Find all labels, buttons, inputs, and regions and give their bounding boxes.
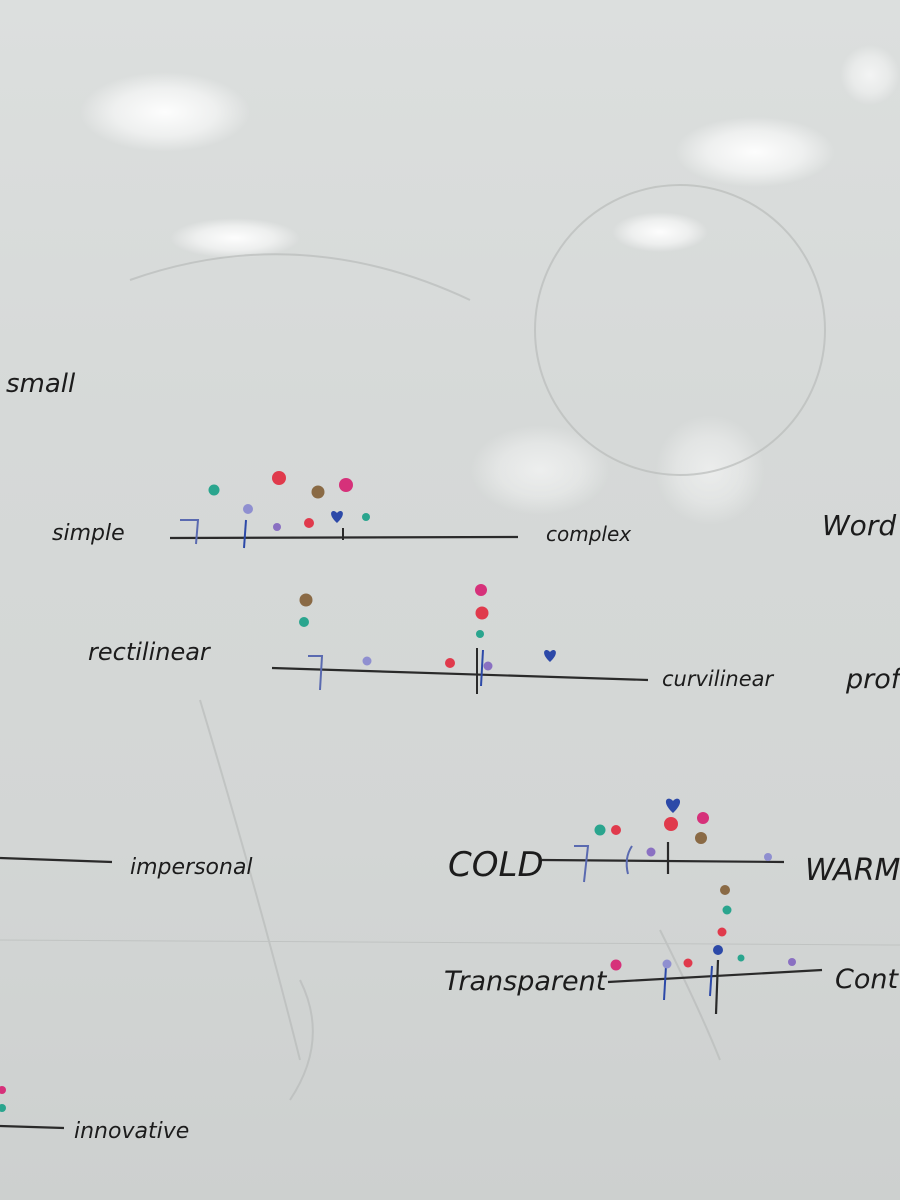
warm-label: WARM: [805, 853, 900, 888]
heart-blue: [665, 798, 681, 813]
rectilinear-label: rectilinear: [88, 638, 212, 666]
dot-teal: [0, 1104, 6, 1112]
heart-blue: [331, 511, 343, 523]
tick-7-mark: [308, 655, 324, 691]
dot-blue: [713, 945, 723, 955]
dot-pink: [475, 584, 487, 596]
transparent-label: Transparent: [444, 966, 608, 997]
word-label: Word: [822, 509, 896, 542]
scale-simple-complex: small simple complex Word: [6, 369, 896, 549]
dot-purple: [483, 661, 493, 671]
tick-paren: [625, 845, 633, 875]
scale-innovative: innovative: [0, 1086, 189, 1144]
tick-black: [714, 959, 720, 1015]
dot-red: [475, 606, 489, 620]
glare-7: [840, 45, 900, 105]
dot-teal: [299, 617, 309, 627]
dot-teal-small: [362, 513, 370, 521]
dot-teal-small: [476, 630, 484, 638]
scale-transparent-cont: Transparent Cont: [444, 885, 899, 1015]
innovative-label: innovative: [74, 1119, 189, 1144]
dot-purple: [646, 847, 656, 857]
curvilinear-label: curvilinear: [662, 667, 775, 691]
dot-brown: [720, 885, 730, 895]
dot-pink: [610, 959, 622, 971]
simple-label: simple: [52, 521, 125, 546]
glare-2: [675, 117, 835, 187]
erased-ghost-marks: [0, 184, 900, 1101]
scale-rectilinear-curvilinear: rectilinear curvilinear prof: [88, 584, 900, 695]
tick-blue: [243, 519, 247, 549]
glare-1: [80, 72, 250, 152]
dot-red-small: [717, 927, 727, 937]
dot-red-small: [304, 518, 314, 528]
dot-teal: [722, 905, 732, 915]
scale-line: [271, 666, 649, 682]
light-reflections: [80, 45, 900, 525]
dot-purple: [788, 958, 796, 966]
glare-6: [655, 415, 765, 525]
tick-blue-2: [709, 965, 713, 997]
dot-lavender: [362, 656, 372, 666]
dot-brown: [299, 593, 313, 607]
scale-line: [607, 968, 823, 984]
dot-teal: [208, 484, 220, 496]
scale-line-left: [0, 856, 113, 864]
scale-impersonal: impersonal: [0, 855, 253, 880]
complex-label: complex: [546, 522, 631, 546]
heart-blue: [544, 650, 556, 662]
dot-red: [272, 471, 286, 485]
tick-7-mark: [180, 519, 200, 545]
dot-lavender: [764, 853, 772, 861]
glare-3: [170, 218, 300, 258]
dot-lavender: [662, 959, 672, 969]
dot-brown: [695, 832, 707, 844]
dot-red: [683, 958, 693, 968]
cold-label: COLD: [448, 845, 544, 885]
impersonal-label: impersonal: [130, 855, 253, 880]
glare-4: [612, 212, 708, 252]
dot-pink: [0, 1086, 6, 1094]
dot-red-small: [445, 658, 455, 668]
dot-pink: [697, 812, 709, 824]
dot-teal: [594, 824, 606, 836]
dot-brown: [311, 485, 325, 499]
scale-cold-warm: COLD WARM: [448, 798, 900, 888]
dot-red-large: [664, 817, 678, 831]
glare-5: [470, 425, 610, 515]
cont-label: Cont: [835, 964, 899, 995]
dot-teal-small: [737, 954, 745, 962]
dot-red: [611, 825, 621, 835]
dot-purple: [273, 523, 281, 531]
small-label: small: [6, 369, 76, 399]
prof-label: prof: [845, 664, 900, 695]
tick-blue: [480, 649, 484, 687]
tick-blue: [663, 965, 667, 1001]
tick-7-mark: [574, 845, 590, 883]
dot-pink: [339, 478, 353, 492]
dot-lavender: [243, 504, 253, 514]
scale-line-left: [0, 1124, 65, 1130]
scale-line: [541, 858, 785, 864]
